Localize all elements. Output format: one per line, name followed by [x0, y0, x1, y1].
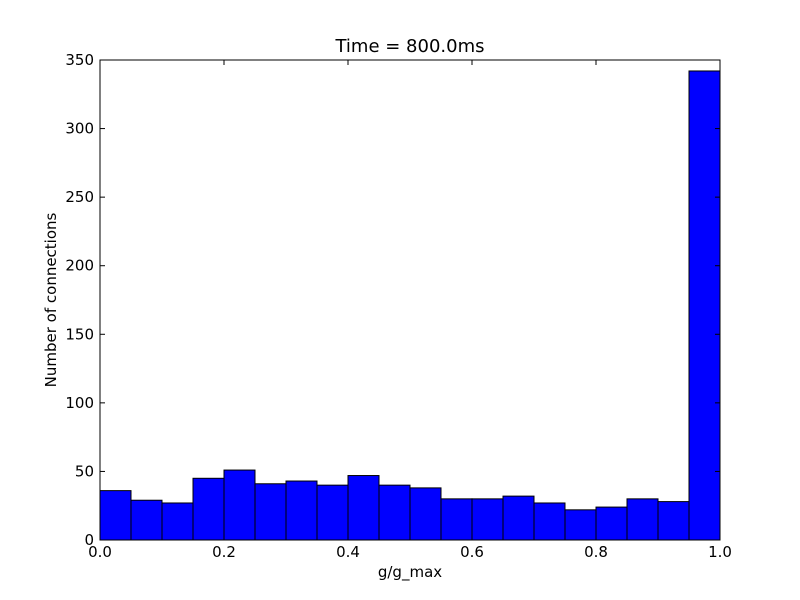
histogram-bar — [533, 502, 566, 541]
histogram-bar — [130, 499, 163, 541]
y-tick-label: 250 — [65, 188, 94, 206]
chart-title: Time = 800.0ms — [334, 36, 484, 57]
y-tick-label: 150 — [65, 325, 94, 343]
histogram-bar — [316, 484, 349, 541]
y-tick-label: 100 — [65, 394, 94, 412]
histogram-bar — [471, 498, 504, 541]
histogram-bar — [595, 506, 628, 541]
histogram-bar — [564, 509, 597, 541]
histogram-bars — [99, 70, 721, 541]
histogram-bar — [161, 502, 194, 541]
histogram-bar — [688, 70, 721, 541]
x-tick-label: 0.0 — [88, 543, 112, 561]
x-tick-label: 0.2 — [212, 543, 236, 561]
x-tick-label: 1.0 — [708, 543, 732, 561]
y-axis-label: Number of connections — [42, 212, 60, 387]
histogram-bar — [626, 498, 659, 541]
x-axis-label: g/g_max — [378, 563, 442, 582]
histogram-bar — [657, 501, 690, 541]
y-tick-label: 0 — [84, 531, 94, 549]
histogram-bar — [378, 484, 411, 541]
y-tick-label: 350 — [65, 51, 94, 69]
histogram-bar — [347, 475, 380, 541]
plot-area-background — [100, 60, 720, 540]
x-tick-label: 0.4 — [336, 543, 360, 561]
histogram-bar — [223, 469, 256, 541]
x-tick-label: 0.6 — [460, 543, 484, 561]
x-tick-label: 0.8 — [584, 543, 608, 561]
histogram-bar — [99, 490, 132, 541]
y-tick-label: 200 — [65, 257, 94, 275]
plot-frame — [99, 59, 721, 541]
histogram-bar — [409, 487, 442, 541]
histogram-bar — [254, 483, 287, 541]
histogram-bar — [440, 498, 473, 541]
histogram-bar — [192, 477, 225, 541]
histogram-bar — [502, 495, 535, 541]
y-tick-label: 300 — [65, 120, 94, 138]
histogram-bar — [285, 480, 318, 541]
y-tick-label: 50 — [75, 462, 94, 480]
